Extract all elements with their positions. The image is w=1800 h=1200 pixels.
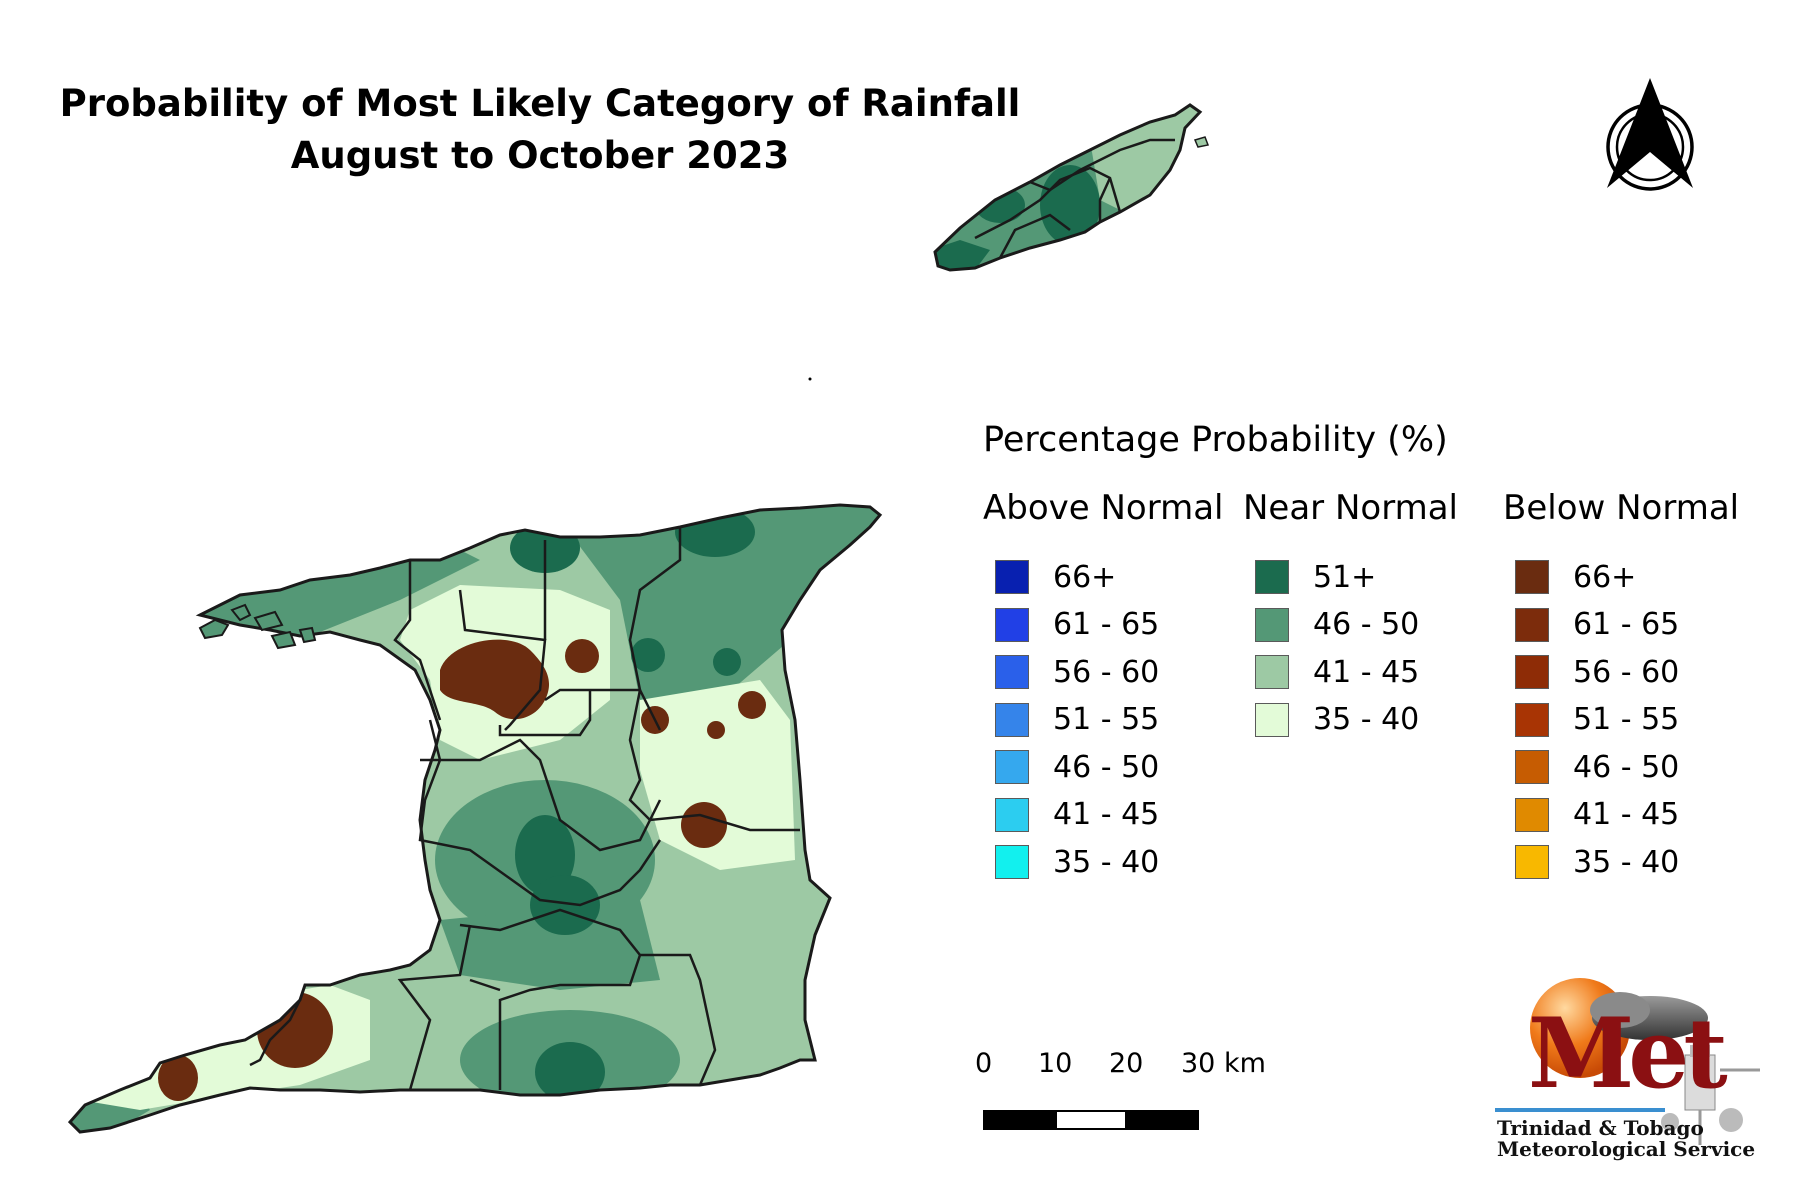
legend-label: 41 - 45: [1053, 797, 1160, 832]
title-line-1: Probability of Most Likely Category of R…: [59, 82, 1021, 125]
legend-heading-above-normal: Above Normal: [983, 488, 1224, 528]
legend-item-above-normal-35-40: 35 - 40: [995, 843, 1159, 881]
legend-label: 56 - 60: [1573, 654, 1680, 690]
legend-item-near-normal-41-45: 41 - 45: [1255, 653, 1419, 691]
trinidad-region-boundaries: [249, 527, 800, 1091]
scale-tick-0: 0: [975, 1048, 993, 1079]
legend-title: Percentage Probability (%): [983, 420, 1448, 460]
legend-label: 51 - 55: [1573, 702, 1680, 737]
legend-swatch: [995, 607, 1029, 642]
legend-item-above-normal-41-45: 41 - 45: [995, 796, 1159, 834]
legend-item-above-normal-46-50: 46 - 50: [995, 748, 1159, 786]
legend-label: 66+: [1573, 559, 1637, 595]
legend-label: 46 - 50: [1053, 749, 1160, 785]
legend-item-below-normal-35-40: 35 - 40: [1515, 843, 1679, 881]
legend-item-near-normal-35-40: 35 - 40: [1255, 701, 1419, 739]
title-line-2: August to October 2023: [290, 134, 790, 177]
legend-label: 41 - 45: [1313, 654, 1420, 690]
legend-item-near-normal-46-50: 46 - 50: [1255, 606, 1419, 644]
scale-tick-30km: 30 km: [1181, 1048, 1266, 1079]
trinidad-rainfall-zones: [70, 505, 880, 1132]
legend-item-above-normal-51-55: 51 - 55: [995, 701, 1159, 739]
legend-item-below-normal-61-65: 61 - 65: [1515, 606, 1679, 644]
legend-heading-below-normal: Below Normal: [1503, 488, 1740, 528]
legend-label: 46 - 50: [1313, 607, 1420, 642]
western-islands: [198, 603, 317, 650]
north-arrow-icon: [1606, 78, 1694, 191]
legend-label: 56 - 60: [1053, 654, 1160, 690]
logo-caption-line-2: Meteorological Service: [1497, 1137, 1756, 1161]
legend-label: 61 - 65: [1573, 607, 1680, 642]
scale-bar: [983, 1110, 1199, 1130]
legend-swatch: [1255, 560, 1289, 594]
legend-swatch: [995, 702, 1029, 737]
legend-item-near-normal-51: 51+: [1255, 558, 1376, 596]
legend-swatch: [1515, 750, 1549, 784]
legend-item-below-normal-46-50: 46 - 50: [1515, 748, 1679, 786]
scale-bar-segment-2: [1055, 1110, 1127, 1130]
legend-swatch: [1515, 655, 1549, 689]
legend-swatch: [1255, 702, 1289, 737]
scale-tick-20: 20: [1109, 1048, 1144, 1079]
legend-item-below-normal-56-60: 56 - 60: [1515, 653, 1679, 691]
legend-swatch: [1255, 655, 1289, 689]
tobago-rainfall-zones: [935, 105, 1200, 270]
scale-bar-segment-1: [983, 1110, 1055, 1130]
tobago-region-boundaries: [974, 138, 1175, 259]
logo-wordmark: Met: [1528, 997, 1728, 1110]
map-dot: [808, 377, 812, 381]
met-service-logo: [1480, 970, 1780, 1170]
legend-label: 46 - 50: [1573, 749, 1680, 785]
legend-label: 35 - 40: [1313, 702, 1420, 737]
legend-swatch: [995, 655, 1029, 689]
trinidad-coastline: [67, 503, 883, 1134]
logo-caption-line-1: Trinidad & Tobago: [1497, 1116, 1704, 1140]
legend-swatch: [1255, 607, 1289, 642]
map-title: Probability of Most Likely Category of R…: [20, 78, 1060, 182]
legend-swatch: [995, 797, 1029, 832]
legend-heading-near-normal: Near Normal: [1243, 488, 1458, 528]
legend-label: 51+: [1313, 559, 1377, 595]
scale-tick-10: 10: [1038, 1048, 1073, 1079]
legend-swatch: [995, 560, 1029, 594]
legend-label: 51 - 55: [1053, 702, 1160, 737]
legend-item-above-normal-56-60: 56 - 60: [995, 653, 1159, 691]
legend-swatch: [1515, 560, 1549, 594]
logo-caption: Trinidad & Tobago Meteorological Service: [1497, 1118, 1755, 1160]
legend-item-above-normal-61-65: 61 - 65: [995, 606, 1159, 644]
legend-item-below-normal-41-45: 41 - 45: [1515, 796, 1679, 834]
legend-item-above-normal-66: 66+: [995, 558, 1116, 596]
legend-swatch: [1515, 607, 1549, 642]
legend-swatch: [1515, 797, 1549, 832]
scale-bar-segment-3: [1127, 1110, 1199, 1130]
legend-label: 35 - 40: [1573, 844, 1680, 880]
legend-item-below-normal-66: 66+: [1515, 558, 1636, 596]
legend-label: 35 - 40: [1053, 844, 1160, 880]
legend-label: 66+: [1053, 559, 1117, 595]
legend-label: 41 - 45: [1573, 797, 1680, 832]
legend-label: 61 - 65: [1053, 607, 1160, 642]
legend-swatch: [1515, 845, 1549, 879]
legend-swatch: [1515, 702, 1549, 737]
legend-swatch: [995, 750, 1029, 784]
legend-item-below-normal-51-55: 51 - 55: [1515, 701, 1679, 739]
little-tobago-island: [1193, 136, 1210, 148]
legend-swatch: [995, 845, 1029, 879]
